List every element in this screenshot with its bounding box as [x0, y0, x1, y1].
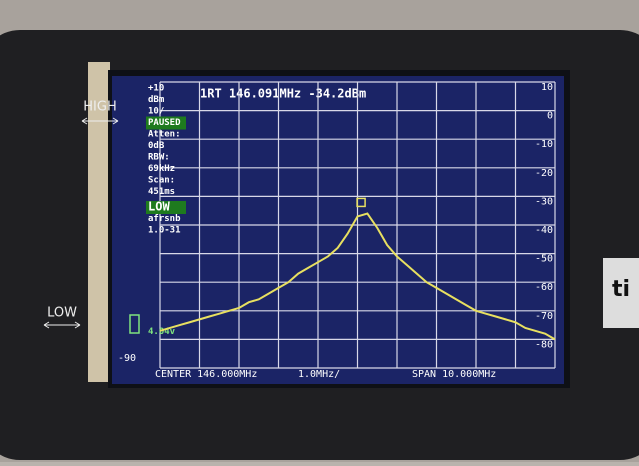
sidebar-text: 10/: [148, 107, 164, 117]
marker-readout: 1RT 146.091MHz -34.2dBm: [200, 87, 366, 101]
high-label: HIGH: [83, 100, 116, 115]
sidebar-text: +10: [148, 84, 164, 94]
y-tick-label: -90: [118, 353, 136, 364]
page: HIGH LOW ti 1RT 146.091MHz -34.2dBm CENT…: [0, 0, 639, 466]
y-tick-label: -40: [535, 225, 553, 236]
sidebar-text: LOW: [148, 200, 170, 214]
center-freq: CENTER 146.000MHz: [155, 369, 257, 380]
sidebar-text: 0dB: [148, 141, 165, 151]
brand: ti: [612, 277, 630, 302]
y-tick-label: -30: [535, 196, 553, 207]
y-tick-label: -20: [535, 168, 553, 179]
per-div: 1.0MHz/: [298, 369, 340, 380]
y-tick-label: -50: [535, 254, 553, 265]
sidebar-text: RBW:: [148, 153, 170, 163]
y-tick-label: -60: [535, 282, 553, 293]
y-tick-label: 0: [547, 111, 553, 122]
sidebar-text: 451ms: [148, 187, 175, 197]
y-tick-label: -10: [535, 139, 553, 150]
sidebar-text: 1.0-31: [148, 226, 181, 236]
sidebar-text: 69kHz: [148, 164, 175, 174]
y-tick-label: -80: [535, 339, 553, 350]
low-label: LOW: [47, 306, 77, 321]
photo: HIGH LOW ti 1RT 146.091MHz -34.2dBm CENT…: [0, 0, 639, 462]
sidebar-text: PAUSED: [148, 118, 181, 128]
sidebar-text: dBm: [148, 95, 165, 105]
sidebar-text: Atten:: [148, 130, 181, 140]
y-tick-label: -70: [535, 311, 553, 322]
sidebar-text: Scan:: [148, 176, 175, 186]
span: SPAN 10.000MHz: [412, 369, 496, 380]
y-tick-label: 10: [541, 82, 553, 93]
sidebar-text: afrsnb: [148, 214, 181, 224]
